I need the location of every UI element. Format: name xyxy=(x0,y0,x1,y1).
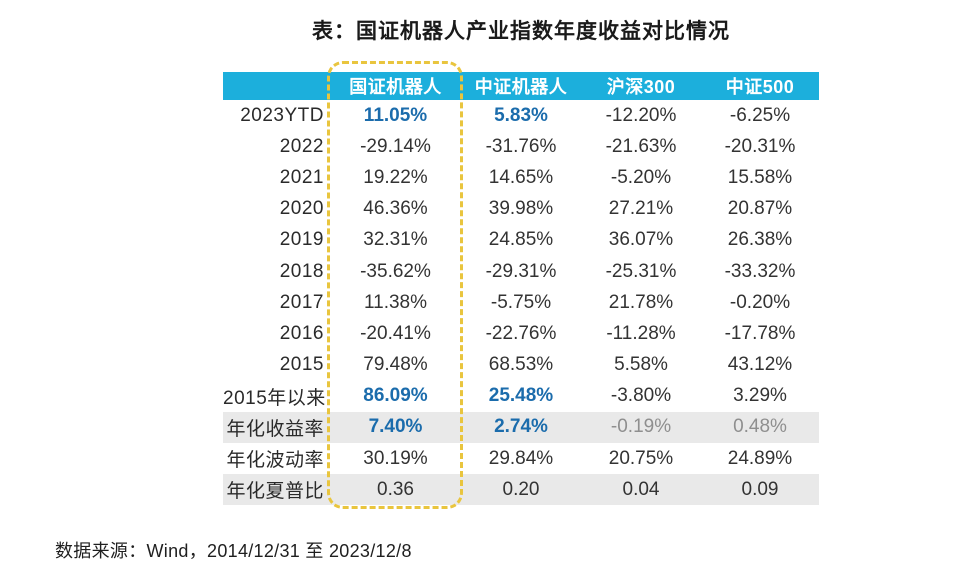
value-cell: 11.05% xyxy=(363,104,428,126)
table-row: 年化收益率 7.40% 2.74% -0.19% 0.48% xyxy=(223,411,819,444)
row-label: 年化波动率 xyxy=(226,450,324,472)
value-cell: 3.29% xyxy=(733,385,787,407)
value-cell: 24.85% xyxy=(488,229,554,251)
value-cell: 43.12% xyxy=(727,354,793,376)
row-label: 2020 xyxy=(279,198,324,220)
table-row: 年化波动率 30.19% 29.84% 20.75% 24.89% xyxy=(223,443,819,475)
table-row: 2016 -20.41% -22.76% -11.28% -17.78% xyxy=(223,318,819,350)
value-cell: -29.14% xyxy=(360,135,431,157)
row-label: 2018 xyxy=(279,260,324,282)
value-cell: 2.74% xyxy=(494,416,548,438)
value-cell: -33.32% xyxy=(724,260,796,282)
table-row: 2015年以来 86.09% 25.48% -3.80% 3.29% xyxy=(223,380,819,412)
value-cell: 86.09% xyxy=(363,385,428,407)
value-cell: -25.31% xyxy=(605,260,677,282)
table-row: 2017 11.38% -5.75% 21.78% -0.20% xyxy=(223,287,819,319)
table-row: 2021 19.22% 14.65% -5.20% 15.58% xyxy=(223,162,819,194)
value-cell: -0.19% xyxy=(610,416,672,438)
source-note: 数据来源：Wind，2014/12/31 至 2023/12/8 xyxy=(55,541,412,561)
value-cell: 20.87% xyxy=(727,198,793,220)
value-cell: 27.21% xyxy=(608,198,674,220)
row-label: 年化收益率 xyxy=(226,418,324,440)
value-cell: -35.62% xyxy=(360,260,431,282)
row-label: 年化夏普比 xyxy=(226,481,324,503)
value-cell: 0.04 xyxy=(622,478,660,500)
value-cell: 0.20 xyxy=(502,478,540,500)
row-label: 2023YTD xyxy=(240,104,324,126)
page-title: 表：国证机器人产业指数年度收益对比情况 xyxy=(312,20,730,43)
table-row: 2020 46.36% 39.98% 27.21% 20.87% xyxy=(223,193,819,225)
value-cell: 68.53% xyxy=(488,354,554,376)
header-cell-3: 中证500 xyxy=(725,77,795,97)
value-cell: 25.48% xyxy=(488,385,554,407)
row-label: 2015 xyxy=(279,354,324,376)
table-row: 2022 -29.14% -31.76% -21.63% -20.31% xyxy=(223,131,819,163)
value-cell: 26.38% xyxy=(727,229,793,251)
header-cell-0: 国证机器人 xyxy=(349,77,442,97)
value-cell: 0.09 xyxy=(741,478,779,500)
row-label: 2016 xyxy=(279,322,324,344)
value-cell: -20.31% xyxy=(724,135,796,157)
value-cell: -22.76% xyxy=(485,322,557,344)
row-label: 2021 xyxy=(279,166,324,188)
value-cell: 0.36 xyxy=(377,478,414,500)
value-cell: 5.83% xyxy=(494,104,548,126)
value-cell: -5.20% xyxy=(610,166,672,188)
value-cell: -3.80% xyxy=(610,385,672,407)
value-cell: -20.41% xyxy=(360,322,431,344)
value-cell: -29.31% xyxy=(485,260,557,282)
value-cell: 30.19% xyxy=(363,447,428,469)
value-cell: -12.20% xyxy=(605,104,677,126)
header-cell-1: 中证机器人 xyxy=(474,77,568,97)
value-cell: 14.65% xyxy=(488,166,554,188)
value-cell: 15.58% xyxy=(727,166,793,188)
value-cell: -17.78% xyxy=(724,322,796,344)
value-cell: 20.75% xyxy=(608,447,674,469)
row-label: 2019 xyxy=(279,229,324,251)
value-cell: 24.89% xyxy=(727,447,793,469)
value-cell: -31.76% xyxy=(485,135,557,157)
value-cell: 0.48% xyxy=(733,416,787,438)
row-label: 2017 xyxy=(279,291,324,313)
table-row: 2019 32.31% 24.85% 36.07% 26.38% xyxy=(223,224,819,256)
value-cell: 21.78% xyxy=(608,291,674,313)
value-cell: 5.58% xyxy=(614,354,668,376)
table-body: 2023YTD 11.05% 5.83% -12.20% -6.25% 2022 -29.1… xyxy=(223,100,819,506)
value-cell: 79.48% xyxy=(363,354,428,376)
value-cell: -21.63% xyxy=(605,135,677,157)
value-cell: -5.75% xyxy=(490,291,552,313)
value-cell: 32.31% xyxy=(363,229,428,251)
table-row: 2015 79.48% 68.53% 5.58% 43.12% xyxy=(223,349,819,381)
header-cell-2: 沪深300 xyxy=(606,77,676,97)
value-cell: 11.38% xyxy=(363,291,428,313)
returns-comparison-table: 国证机器人 中证机器人 沪深300 中证500 2023YTD 11.05% 5.83% -… xyxy=(223,72,819,506)
table-header-row: 国证机器人 中证机器人 沪深300 中证500 xyxy=(223,72,819,100)
value-cell: 19.22% xyxy=(363,166,428,188)
table-row: 年化夏普比 0.36 0.20 0.04 0.09 xyxy=(223,474,819,506)
value-cell: 39.98% xyxy=(488,198,554,220)
value-cell: -11.28% xyxy=(606,322,676,344)
value-cell: 29.84% xyxy=(488,447,554,469)
row-label: 2022 xyxy=(279,135,324,157)
value-cell: 46.36% xyxy=(363,198,428,220)
value-cell: -6.25% xyxy=(729,104,791,126)
value-cell: -0.20% xyxy=(729,291,791,313)
value-cell: 7.40% xyxy=(368,416,423,438)
value-cell: 36.07% xyxy=(608,229,674,251)
row-label: 2015年以来 xyxy=(223,387,326,409)
table-row: 2018 -35.62% -29.31% -25.31% -33.32% xyxy=(223,255,819,288)
table-row: 2023YTD 11.05% 5.83% -12.20% -6.25% xyxy=(223,100,819,132)
